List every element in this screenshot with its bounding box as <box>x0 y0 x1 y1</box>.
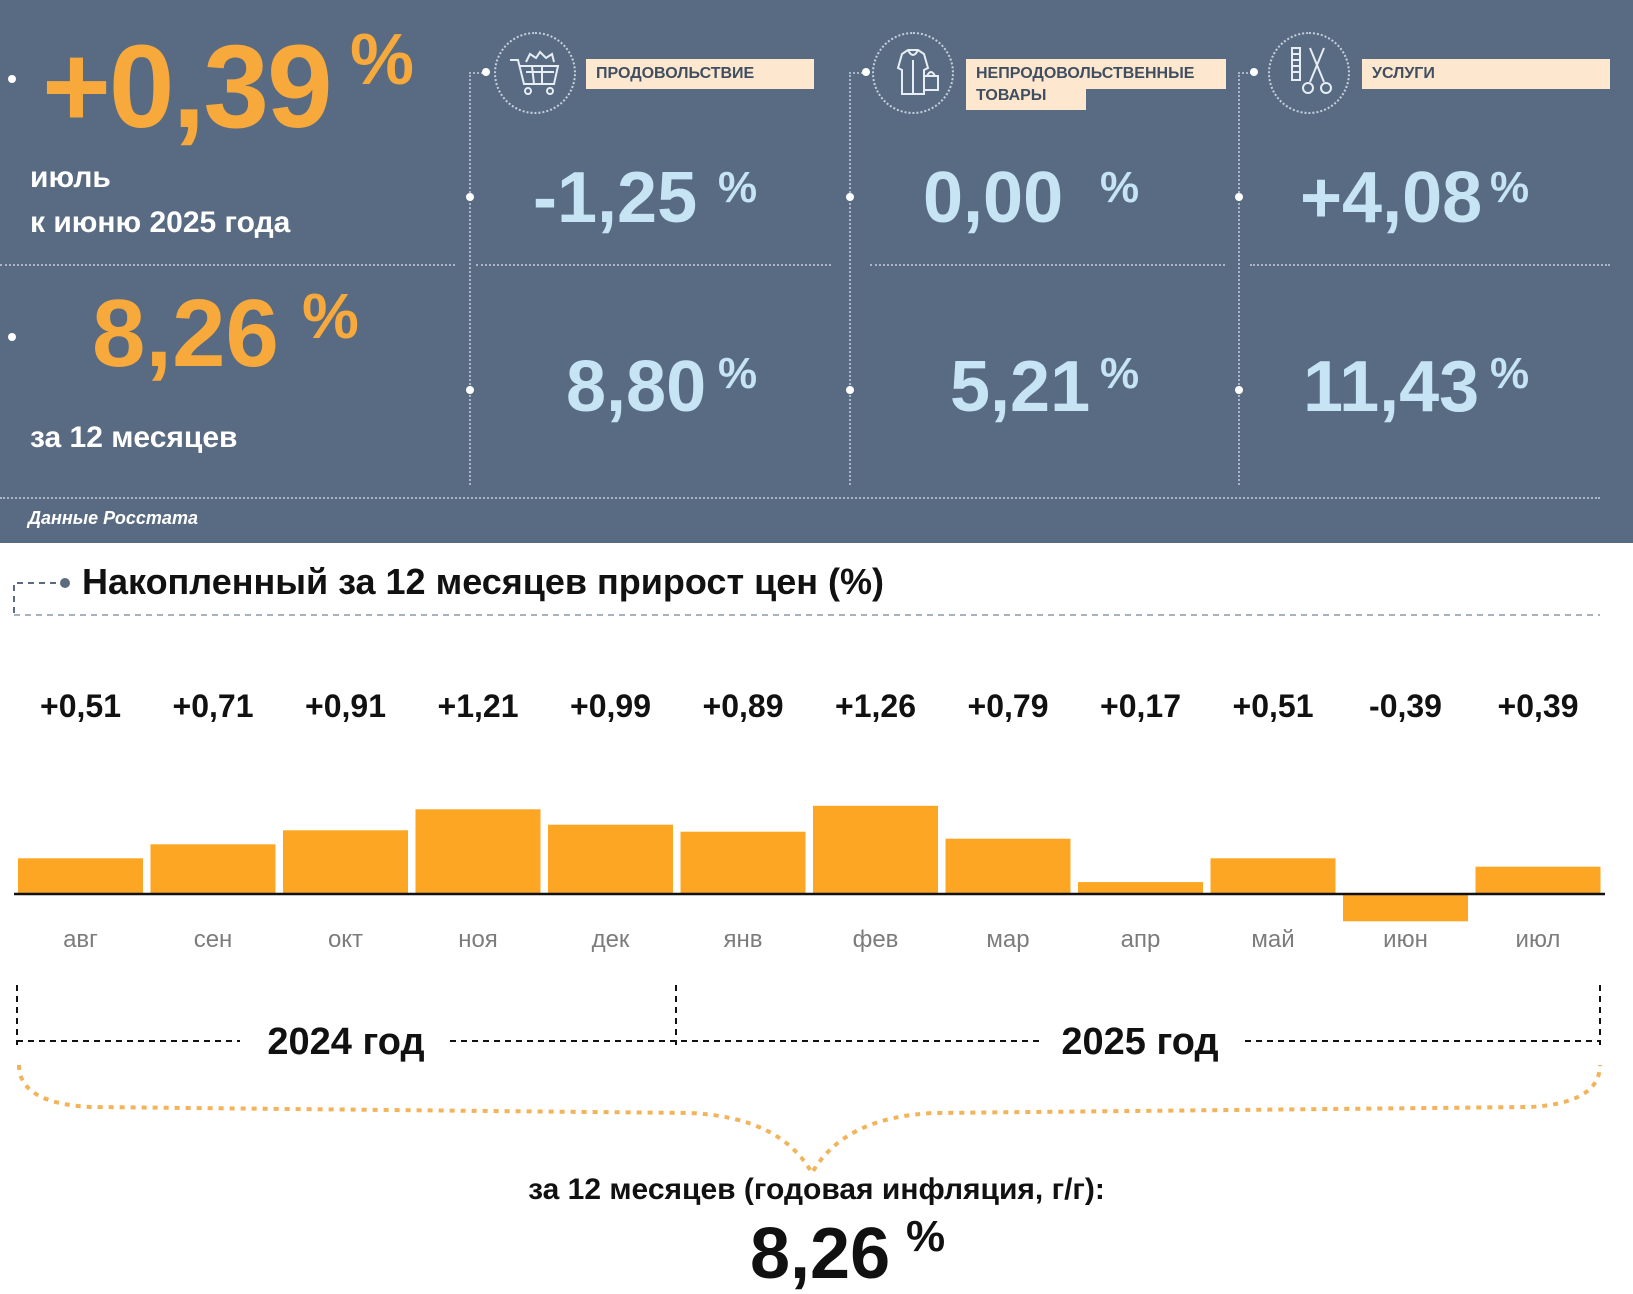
nonfood-monthly-value: 0,00 <box>923 158 1064 238</box>
data-label-апр: +0,17 <box>1100 688 1181 724</box>
connector-dot <box>1250 68 1258 76</box>
data-label-мар: +0,79 <box>968 688 1049 724</box>
data-label-фев: +1,26 <box>835 688 916 724</box>
chart-bar-апр <box>1078 882 1203 894</box>
food-monthly-pct-sign: % <box>718 163 758 212</box>
annual-caption: за 12 месяцев <box>30 421 238 454</box>
data-label-янв: +0,89 <box>703 688 784 724</box>
connector-dot <box>466 386 474 394</box>
x-tick-label-мар: мар <box>986 926 1029 953</box>
nonfood-annual-pct-sign: % <box>1100 349 1140 398</box>
data-label-сен: +0,71 <box>173 688 254 724</box>
connector-dot <box>8 75 16 83</box>
data-label-авг: +0,51 <box>40 688 121 724</box>
chart-bar-фев <box>813 805 938 894</box>
data-label-май: +0,51 <box>1233 688 1314 724</box>
category-label-services: УСЛУГИ <box>1362 59 1610 89</box>
connector-dot <box>466 193 474 201</box>
services-annual-pct-sign: % <box>1490 349 1530 398</box>
data-label-ноя: +1,21 <box>438 688 519 724</box>
divider <box>870 264 1225 266</box>
category-label-food: ПРОДОВОЛЬСТВИЕ <box>586 59 814 89</box>
x-tick-label-янв: янв <box>724 926 763 953</box>
data-label-июн: -0,39 <box>1369 688 1442 724</box>
connector-line <box>1238 72 1256 74</box>
connector-line <box>469 72 487 74</box>
divider <box>0 264 455 266</box>
services-annual-value: 11,43 <box>1303 347 1480 427</box>
nonfood-annual-value: 5,21 <box>950 347 1091 427</box>
x-tick-label-сен: сен <box>194 926 233 953</box>
scissors-icon <box>1268 32 1350 114</box>
divider <box>0 497 1600 499</box>
year-label-2025: 2025 год <box>1061 1021 1218 1063</box>
connector-dot <box>846 193 854 201</box>
chart-bar-дек <box>548 824 673 894</box>
divider <box>1250 264 1610 266</box>
connector-dot <box>1235 386 1243 394</box>
food-annual-pct-sign: % <box>718 349 758 398</box>
column-divider <box>469 75 471 485</box>
footer-caption: за 12 месяцев (годовая инфляция, г/г): <box>528 1173 1105 1206</box>
connector-dot <box>482 68 490 76</box>
chart-bar-окт <box>283 830 408 894</box>
footer-value: 8,26 <box>750 1214 891 1294</box>
chart-bar-ноя <box>415 809 541 894</box>
monthly-caption-line1: июль <box>30 161 111 194</box>
food-annual-value: 8,80 <box>566 347 707 427</box>
connector-dot <box>862 68 870 76</box>
brace <box>17 1064 1602 1178</box>
chart-bar-авг <box>18 858 143 894</box>
chart-bar-июл <box>1475 866 1601 894</box>
monthly-inflation-chart: Накопленный за 12 месяцев прирост цен (%… <box>13 561 1605 1178</box>
nonfood-monthly-pct-sign: % <box>1100 163 1140 212</box>
year-label-2024: 2024 год <box>267 1021 424 1063</box>
x-tick-label-июл: июл <box>1516 926 1561 953</box>
divider <box>476 264 831 266</box>
monthly-caption-line2: к июню 2025 года <box>30 206 291 239</box>
source-note: Данные Росстата <box>28 508 198 528</box>
services-monthly-value: +4,08 <box>1300 158 1483 238</box>
x-tick-label-фев: фев <box>853 926 899 953</box>
monthly-value: +0,39 <box>42 21 333 153</box>
connector-dot <box>8 333 16 341</box>
chart-bar-июн <box>1343 894 1468 922</box>
x-tick-label-ноя: ноя <box>458 926 498 953</box>
annual-value: 8,26 <box>92 280 279 387</box>
data-label-июл: +0,39 <box>1498 688 1579 724</box>
x-tick-label-май: май <box>1251 926 1294 953</box>
annual-pct-sign: % <box>302 280 359 352</box>
connector-dot <box>1235 193 1243 201</box>
x-tick-label-дек: дек <box>592 926 630 953</box>
x-tick-label-авг: авг <box>63 926 98 953</box>
column-divider <box>849 75 851 485</box>
column-divider <box>1238 75 1240 485</box>
summary-panel: +0,39 % июль к июню 2025 года 8,26 % за … <box>0 0 1633 543</box>
footer-pct-sign: % <box>906 1212 946 1261</box>
shopping-cart-icon <box>494 32 576 114</box>
monthly-pct-sign: % <box>350 20 415 100</box>
chart-bar-янв <box>680 831 806 894</box>
chart-bar-май <box>1210 858 1336 894</box>
chart-bar-сен <box>150 844 276 894</box>
food-monthly-value: -1,25 <box>533 158 698 238</box>
x-tick-label-окт: окт <box>328 926 363 953</box>
connector-dot <box>846 386 854 394</box>
x-tick-label-июн: июн <box>1383 926 1428 953</box>
services-monthly-pct-sign: % <box>1490 163 1530 212</box>
chart-title: Накопленный за 12 месяцев прирост цен (%… <box>82 561 884 602</box>
connector-line <box>849 72 867 74</box>
clothing-icon <box>872 32 954 114</box>
category-label-nonfood-line2: ТОВАРЫ <box>966 84 1086 110</box>
data-label-дек: +0,99 <box>570 688 651 724</box>
chart-bar-мар <box>945 838 1071 894</box>
data-label-окт: +0,91 <box>305 688 386 724</box>
x-tick-label-апр: апр <box>1121 926 1161 953</box>
